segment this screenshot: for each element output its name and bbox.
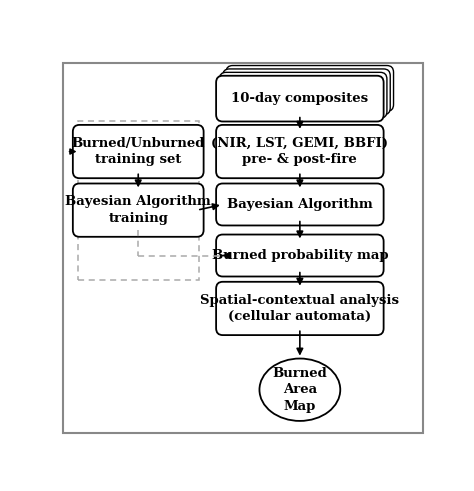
FancyBboxPatch shape	[216, 76, 383, 121]
FancyBboxPatch shape	[216, 282, 383, 335]
Text: (NIR, LST, GEMI, BBFI)
pre- & post-fire: (NIR, LST, GEMI, BBFI) pre- & post-fire	[211, 137, 388, 166]
FancyBboxPatch shape	[223, 69, 390, 115]
Text: Bayesian Algorithm: Bayesian Algorithm	[227, 198, 373, 211]
FancyBboxPatch shape	[226, 65, 393, 111]
Text: 10-day composites: 10-day composites	[231, 92, 368, 105]
FancyBboxPatch shape	[216, 184, 383, 225]
Ellipse shape	[259, 358, 340, 421]
FancyBboxPatch shape	[216, 125, 383, 178]
Text: Spatial-contextual analysis
(cellular automata): Spatial-contextual analysis (cellular au…	[201, 294, 400, 323]
Text: Bayesian Algorithm
training: Bayesian Algorithm training	[65, 195, 211, 225]
Text: Burned
Area
Map: Burned Area Map	[273, 367, 327, 413]
FancyBboxPatch shape	[219, 72, 387, 118]
FancyBboxPatch shape	[73, 125, 204, 178]
FancyBboxPatch shape	[73, 184, 204, 237]
FancyBboxPatch shape	[216, 235, 383, 276]
FancyBboxPatch shape	[63, 63, 423, 433]
Text: Burned/Unburned
training set: Burned/Unburned training set	[72, 137, 205, 166]
Text: Burned probability map: Burned probability map	[211, 249, 388, 262]
